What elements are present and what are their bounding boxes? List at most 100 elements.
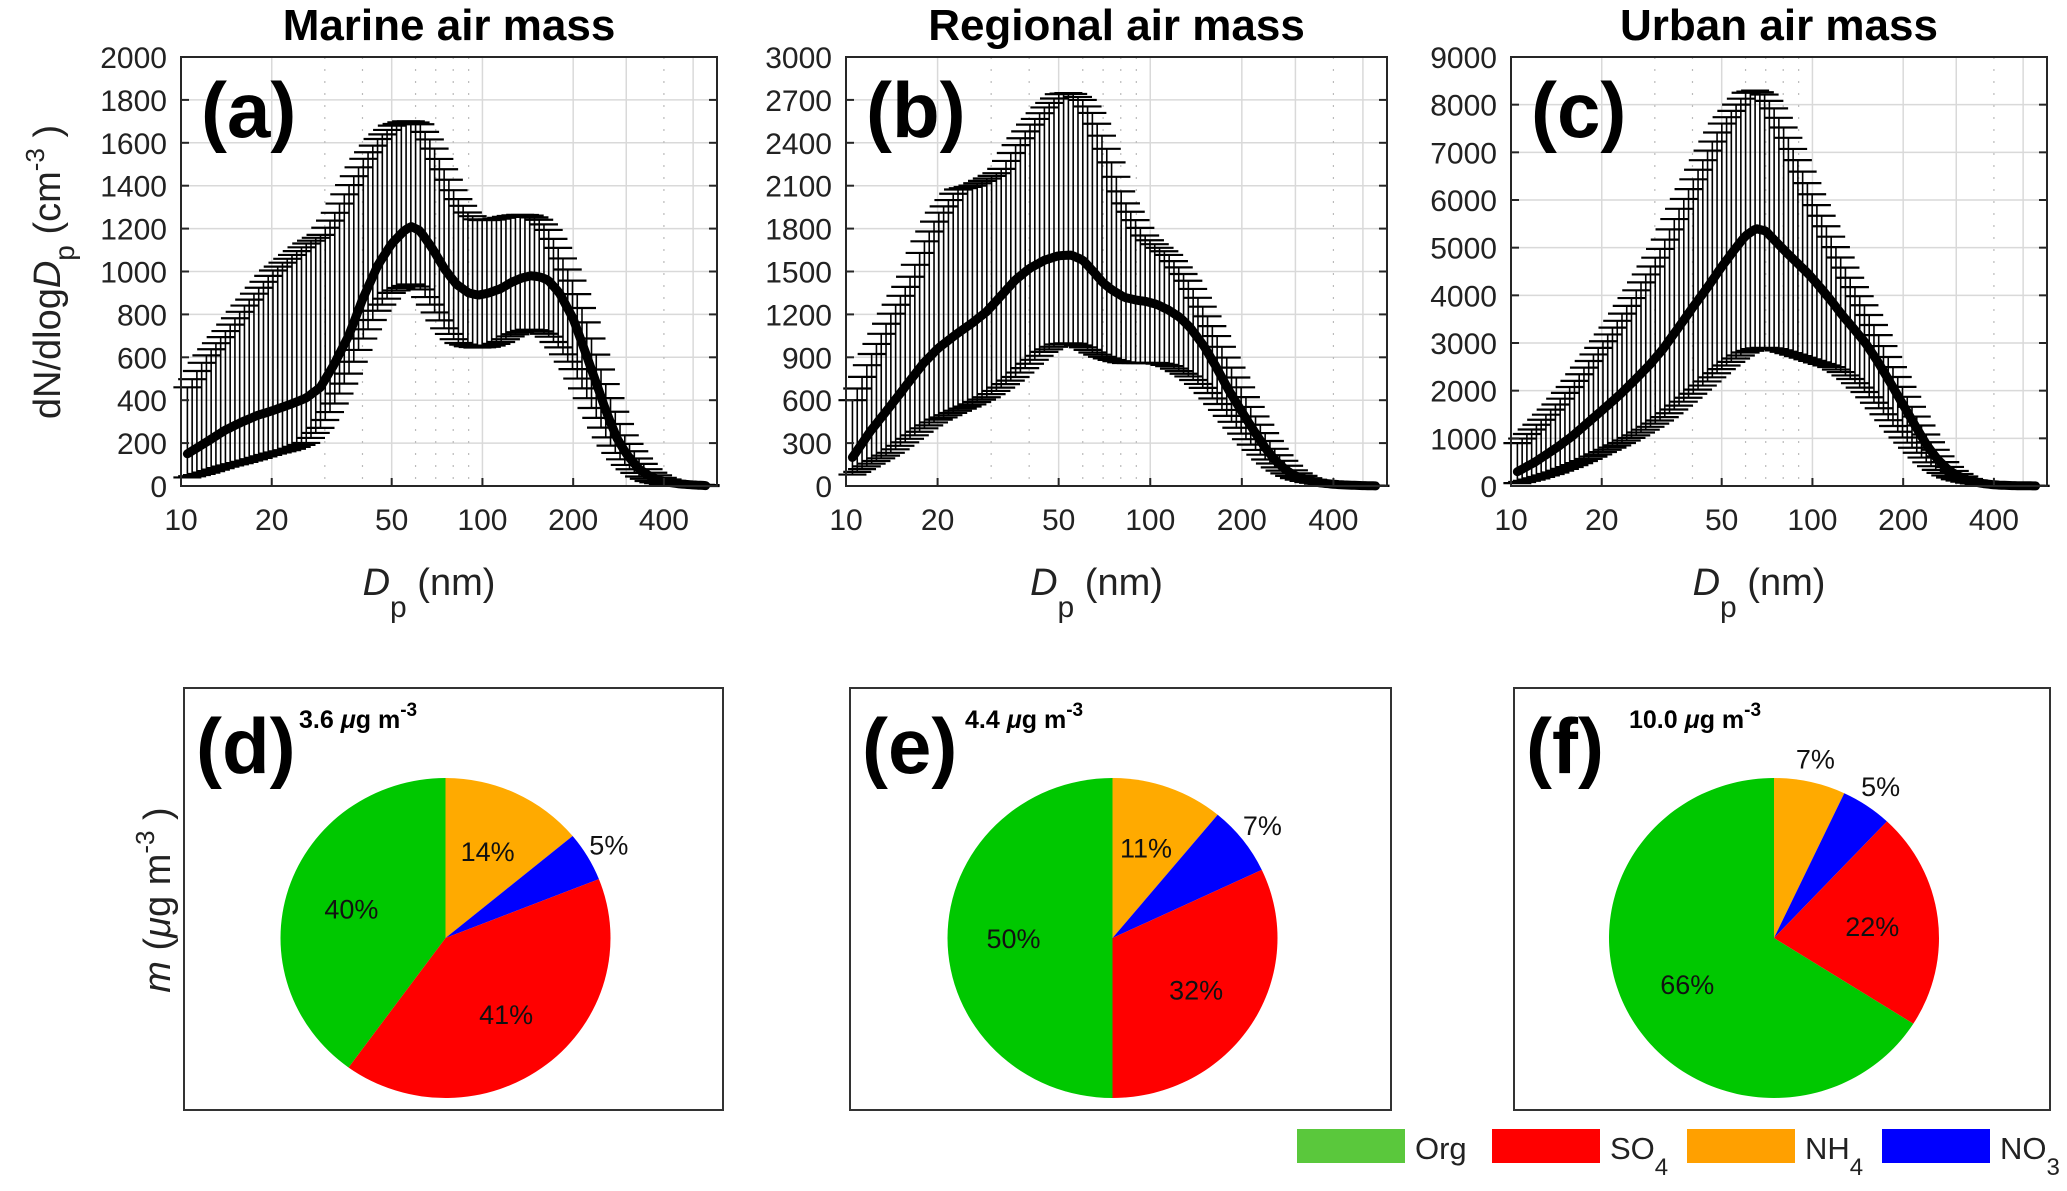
x-tick-label: 400	[1969, 504, 2019, 537]
y-tick-label: 0	[150, 471, 167, 504]
y-tick-label: 600	[782, 385, 832, 418]
panel-title: Urban air mass	[1620, 1, 1938, 50]
y-tick-label: 1500	[765, 257, 832, 290]
pie-label-so4: 22%	[1845, 912, 1899, 942]
ylabel-sup: -3	[130, 831, 160, 854]
x-tick-label: 10	[829, 504, 862, 537]
ylabel-gm: g m	[137, 854, 179, 917]
x-tick-label: 20	[255, 504, 288, 537]
legend-label-sub: 4	[1850, 1154, 1863, 1181]
x-tick-label: 50	[1705, 504, 1738, 537]
x-tick-label: 200	[548, 504, 598, 537]
composition-panel-f: (f) 10.0 μg m-3 7% 5% 22% 66%	[1513, 687, 2051, 1111]
x-tick-label: 20	[921, 504, 954, 537]
y-tick-label: 7000	[1430, 137, 1497, 170]
x-tick-label: 100	[1787, 504, 1837, 537]
y-tick-label: 3000	[1430, 328, 1497, 361]
pie-slice-nh4	[445, 778, 573, 938]
pie-slice-org	[947, 778, 1113, 1098]
y-tick-label: 4000	[1430, 280, 1497, 313]
composition-panel-d: (d) 3.6 μg m-3 14% 5% 41% 40%	[183, 687, 724, 1111]
xlabel-sub: p	[1058, 591, 1075, 624]
pie-slice-nh4	[1112, 778, 1218, 938]
y-tick-label: 2700	[765, 85, 832, 118]
pie-label-no3: 5%	[1861, 772, 1900, 802]
xlabel-sub: p	[1720, 591, 1737, 624]
legend-label-sub: 3	[2047, 1154, 2060, 1181]
y-tick-label: 3000	[765, 42, 832, 75]
unit-mu: μ	[1006, 706, 1022, 734]
size-distribution-panel-c: Urban air mass 0 1000 2000 3000 4000 5000 6000 7…	[1430, 1, 2050, 624]
y-tick-label: 1200	[100, 214, 167, 247]
error-bars	[838, 91, 1390, 487]
ylabel-close: )	[27, 125, 69, 148]
panels: Marine air mass0200400600800100012001400…	[100, 1, 2051, 1111]
ylabel-dN: dN/dlog	[27, 288, 69, 419]
legend-label: NH4	[1805, 1131, 1863, 1181]
y-tick-label: 400	[117, 385, 167, 418]
xlabel-sub: p	[390, 591, 407, 624]
legend-swatch	[1492, 1129, 1600, 1163]
legend-label-base: NO	[2000, 1131, 2047, 1166]
ylabel-D: D	[27, 261, 69, 288]
bottom-ylabel: m (μg m-3 )	[130, 807, 179, 992]
legend-swatch	[1882, 1129, 1990, 1163]
y-tick-label: 5000	[1430, 233, 1497, 266]
mean-curve	[847, 250, 1380, 491]
mean-curve	[1512, 224, 2041, 491]
y-tick-label: 800	[117, 299, 167, 332]
unit-mu: μ	[1684, 706, 1700, 734]
y-tick-label: 300	[782, 428, 832, 461]
legend-item-org: Org	[1297, 1129, 1467, 1166]
x-tick-label: 100	[1125, 504, 1175, 537]
x-tick-label: 20	[1585, 504, 1618, 537]
unit-sup: -3	[1744, 700, 1761, 721]
ylabel-sub: p	[49, 245, 80, 261]
legend-label-sub: 4	[1655, 1154, 1668, 1181]
panel-title: Regional air mass	[928, 1, 1305, 50]
x-axis-label: Dp (nm)	[363, 562, 496, 624]
panel-label: (b)	[866, 66, 966, 154]
ylabel-unit: (cm	[27, 171, 69, 245]
error-bars	[173, 120, 720, 488]
y-tick-label: 8000	[1430, 90, 1497, 123]
pie-slice-org	[1608, 778, 1914, 1098]
ylabel-m: m	[137, 961, 179, 993]
y-tick-label: 0	[815, 471, 832, 504]
unit-sup: -3	[400, 700, 417, 721]
ylabel-open: (	[137, 937, 179, 961]
total-mass-label: 4.4 μg m-3	[965, 700, 1083, 734]
x-tick-label: 400	[639, 504, 689, 537]
legend-item-nh4: NH4	[1687, 1129, 1863, 1181]
y-tick-label: 0	[1480, 471, 1497, 504]
unit-mu: μ	[340, 706, 356, 734]
xlabel-unit: (nm)	[1074, 562, 1163, 604]
size-distribution-panel-b: Regional air mass 0 300 600 900 1200 1500 1800 2…	[765, 1, 1390, 624]
pie-label-org: 50%	[986, 924, 1040, 954]
pie-label-so4: 41%	[479, 1000, 533, 1030]
xlabel-D: D	[1030, 562, 1057, 604]
legend-label-base: Org	[1415, 1131, 1467, 1166]
y-tick-label: 1400	[100, 171, 167, 204]
composition-panel-e: (e) 4.4 μg m-311%7%32%50%	[849, 687, 1392, 1111]
pie-label-nh4: 14%	[461, 837, 515, 867]
y-tick-label: 2000	[1430, 376, 1497, 409]
x-tick-label: 200	[1878, 504, 1928, 537]
pie-label-nh4: 11%	[1120, 834, 1172, 864]
pie-slice-so4	[1774, 821, 1939, 1024]
total-value: 4.4	[965, 706, 1007, 734]
y-tick-label: 1000	[100, 257, 167, 290]
xlabel-unit: (nm)	[407, 562, 496, 604]
x-tick-label: 10	[164, 504, 197, 537]
unit-gm: g m	[1700, 706, 1744, 734]
x-tick-label: 10	[1494, 504, 1527, 537]
size-distribution-panel-a: Marine air mass 0 200 400 600 800 1000 1200 1400…	[100, 1, 720, 624]
panel-label: (d)	[196, 702, 296, 790]
xlabel-unit: (nm)	[1737, 562, 1826, 604]
y-tick-label: 200	[117, 428, 167, 461]
y-tick-label: 9000	[1430, 42, 1497, 75]
total-mass-label: 3.6 μg m-3	[299, 700, 417, 734]
legend-swatch	[1687, 1129, 1795, 1163]
x-tick-label: 50	[375, 504, 408, 537]
